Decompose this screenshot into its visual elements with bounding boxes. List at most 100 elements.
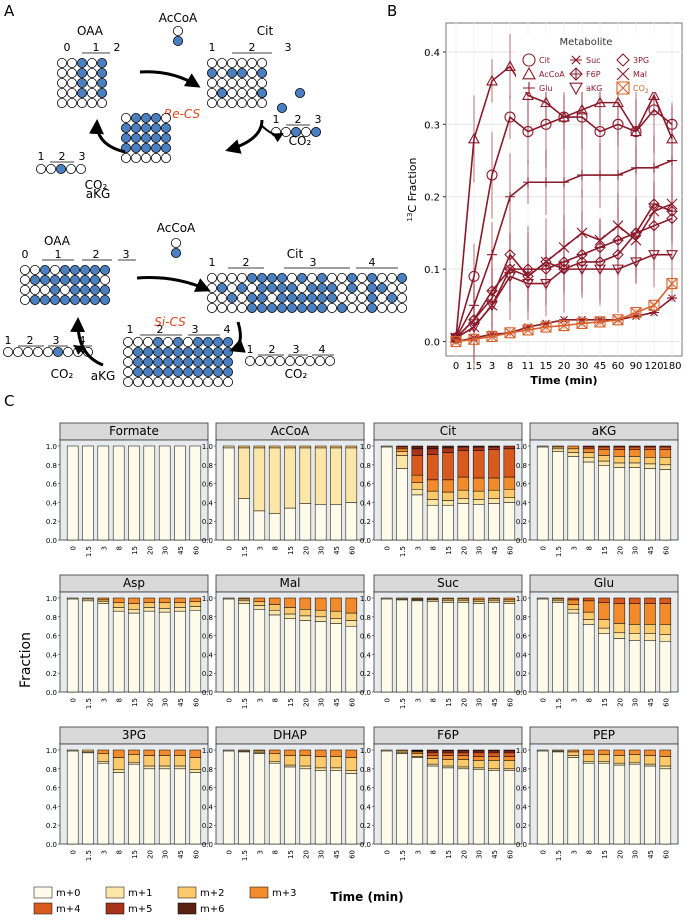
bar-segment-m+1: [567, 452, 580, 457]
data-point-CO2: [450, 335, 462, 348]
bar-segment-m+1: [128, 609, 140, 614]
bar-segment-m+1: [253, 447, 266, 512]
si-akg-atom: [172, 376, 183, 387]
bar-segment-m+6: [426, 445, 439, 450]
si-cit-atom: [236, 272, 247, 283]
bar-segment-m+0: [143, 610, 156, 693]
legend-marker-Mal: [616, 67, 630, 81]
legend-swatch-m+6: [177, 902, 197, 915]
bar-segment-m+2: [189, 601, 202, 607]
si-oaa-atom: [19, 274, 30, 285]
re-oaa-atom: [77, 98, 88, 109]
bar-segment-m+1: [284, 613, 296, 619]
bar-segment-m+2: [628, 624, 641, 634]
bar-segment-m+0: [598, 633, 610, 693]
bar-segment-m+2: [112, 602, 125, 608]
bar-segment-m+1: [457, 498, 470, 504]
si-oaa-atom: [80, 294, 91, 305]
si-co2-right-atom: [314, 355, 325, 366]
facet-title: aKG: [592, 424, 617, 438]
facet-x-tick-label: 15: [131, 546, 139, 555]
data-point-Mal: [648, 205, 660, 217]
facet-x-tick-label: 8: [430, 850, 438, 854]
si-akg-atom: [152, 366, 163, 377]
bar-segment-m+2: [567, 751, 580, 756]
bar-segment-m+0: [628, 640, 641, 693]
bar-segment-m+3: [411, 474, 424, 483]
re-oaa-atom: [67, 78, 78, 89]
si-akg-atom: [182, 346, 193, 357]
facet-y-tick-label: 0.8: [202, 766, 213, 774]
facet-y-tick-label: 0.4: [516, 651, 528, 659]
si-akg-atom: [162, 366, 173, 377]
bar-segment-m+2: [659, 624, 672, 635]
si-cit-atom: [286, 292, 297, 303]
x-tick-label: 0: [453, 361, 459, 372]
facet-x-tick-label: 20: [146, 698, 154, 707]
si-cit-atom: [266, 282, 277, 293]
data-point-CO2: [612, 314, 624, 326]
bar-segment-m+0: [82, 600, 94, 693]
bar-segment-m+1: [222, 445, 235, 449]
bar-segment-m+2: [644, 457, 656, 465]
legend-swatch-m+0: [33, 886, 53, 899]
si-akg-atom: [123, 356, 134, 367]
bar-segment-m+0: [442, 504, 454, 541]
bar-segment-m+2: [457, 759, 470, 768]
si-cit-atom: [336, 272, 347, 283]
facet-Cit: Cit 0.0 0.2 0.4 0.6 0.8 1.0 0 1.5 3 8 15 20 30 45 60: [360, 422, 523, 557]
si-co2-right-atom: [254, 355, 265, 366]
bar-segment-m+5: [472, 750, 485, 754]
bar-segment-m+3: [457, 476, 470, 491]
bar-segment-m+4: [488, 752, 500, 757]
legend-swatch-m+1: [105, 886, 125, 899]
bar-segment-m+4: [644, 597, 656, 604]
facet-y-tick-label: 0.8: [360, 766, 371, 774]
bar-segment-m+2: [158, 755, 171, 767]
bar-segment-m+2: [314, 445, 327, 449]
legend-label-m+1: m+1: [128, 888, 152, 899]
bar-segment-m+2: [426, 758, 439, 765]
si-cit-atom: [386, 292, 397, 303]
bar-segment-m+3: [143, 597, 156, 603]
bar-segment-m+1: [472, 499, 485, 505]
re-cit-atom: [236, 88, 247, 99]
si-co2-right-index: 1: [247, 343, 254, 356]
data-point-Suc: [559, 315, 569, 324]
bar-segment-m+3: [659, 449, 672, 458]
facet-title: AcCoA: [271, 424, 310, 438]
bar-segment-m+0: [552, 751, 564, 845]
si-co2-left-index: 3: [53, 334, 60, 347]
facet-x-tick-label: 15: [445, 698, 453, 707]
re-akg-atom: [150, 142, 161, 153]
bar-segment-m+6: [442, 445, 454, 449]
bar-segment-m+3: [174, 597, 186, 603]
si-cit-atom: [226, 282, 237, 293]
si-akg-atom: [123, 346, 134, 357]
re-cit-atom: [206, 68, 217, 79]
bar-segment-m+2: [457, 598, 470, 602]
facet-x-tick-label: 20: [302, 698, 310, 707]
re-oaa-index: 1: [93, 41, 100, 54]
si-cit-atom: [216, 292, 227, 303]
si-akg-atom: [182, 366, 193, 377]
x-tick-label: 60: [612, 361, 625, 372]
bar-segment-m+1: [158, 765, 171, 770]
facet-y-tick-label: 0.4: [202, 499, 214, 507]
re-oaa-atom: [87, 98, 98, 109]
bar-segment-m+3: [426, 755, 439, 759]
facet-x-tick-label: 3: [570, 546, 578, 550]
facet-y-tick-label: 1.0: [360, 443, 371, 451]
bar-segment-m+0: [112, 610, 125, 693]
bar-segment-m+1: [628, 462, 641, 468]
bar-segment-m+0: [66, 598, 79, 693]
x-tick-label: 45: [594, 361, 607, 372]
bar-segment-m+6: [488, 445, 500, 448]
re-akg-atom: [150, 152, 161, 163]
si-oaa-atom: [100, 264, 111, 275]
re-co2-atom: [280, 127, 291, 138]
bar-segment-m+4: [503, 752, 516, 757]
re-co2-right-index: 2: [295, 113, 302, 126]
si-akg-atom: [142, 366, 153, 377]
bar-segment-m+2: [644, 755, 656, 765]
